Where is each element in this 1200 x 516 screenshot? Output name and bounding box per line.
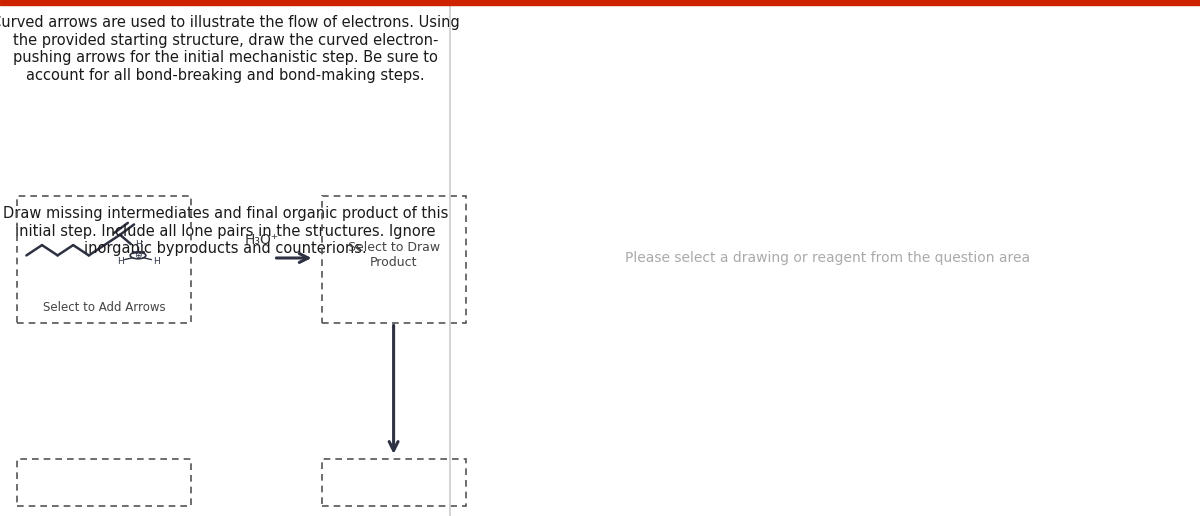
Text: Curved arrows are used to illustrate the flow of electrons. Using
the provided s: Curved arrows are used to illustrate the… bbox=[0, 15, 460, 83]
Text: H₃O⁺: H₃O⁺ bbox=[245, 233, 278, 247]
Text: ⊕: ⊕ bbox=[134, 251, 142, 260]
Bar bbox=[0, 0, 1200, 5]
Text: Please select a drawing or reagent from the question area: Please select a drawing or reagent from … bbox=[625, 251, 1031, 265]
Text: H: H bbox=[152, 257, 160, 266]
Text: Draw missing intermediates and final organic product of this
initial step. Inclu: Draw missing intermediates and final org… bbox=[2, 206, 449, 256]
Text: H: H bbox=[134, 239, 142, 249]
Text: Select to Add Arrows: Select to Add Arrows bbox=[43, 300, 166, 314]
Text: H: H bbox=[116, 257, 124, 266]
Text: Select to Draw
Product: Select to Draw Product bbox=[348, 241, 439, 269]
